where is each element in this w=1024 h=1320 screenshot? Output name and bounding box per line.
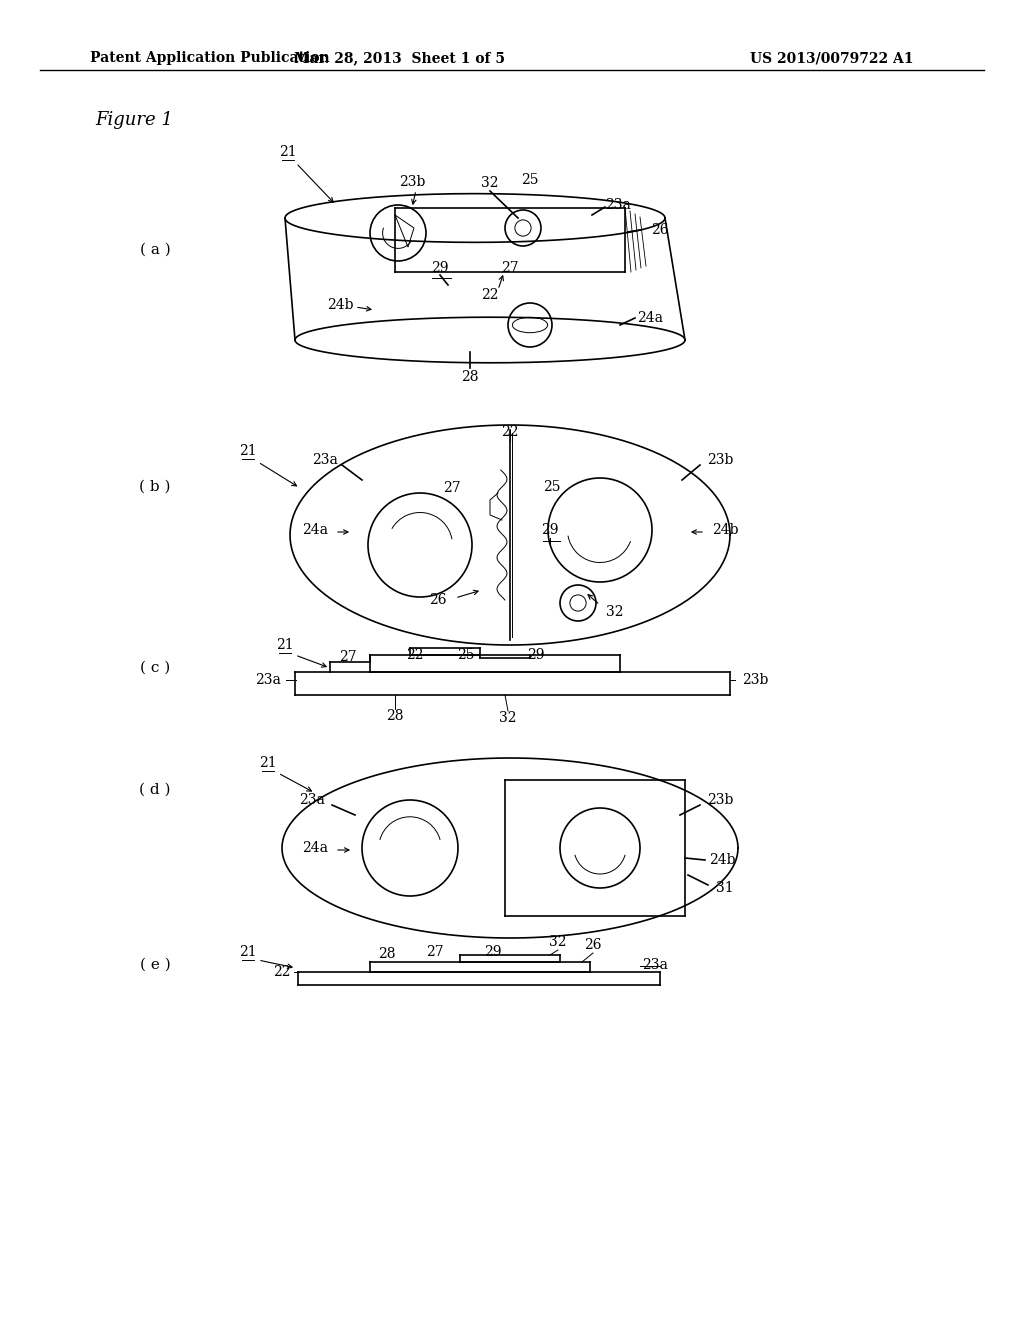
- Text: 26: 26: [651, 223, 669, 238]
- Text: 27: 27: [501, 261, 519, 275]
- Text: 23a: 23a: [605, 198, 631, 213]
- Text: 26: 26: [585, 939, 602, 952]
- Text: 24b: 24b: [327, 298, 353, 312]
- Text: 29: 29: [542, 523, 559, 537]
- Text: 24b: 24b: [709, 853, 735, 867]
- Text: 21: 21: [240, 945, 257, 960]
- Text: 28: 28: [461, 370, 479, 384]
- Text: ( d ): ( d ): [139, 783, 171, 797]
- Text: 23a: 23a: [299, 793, 325, 807]
- Text: 28: 28: [386, 709, 403, 723]
- Text: 23b: 23b: [398, 176, 425, 189]
- Text: 32: 32: [549, 935, 566, 949]
- Text: ( a ): ( a ): [139, 243, 170, 257]
- Text: 23b: 23b: [707, 793, 733, 807]
- Text: 31: 31: [716, 880, 734, 895]
- Text: 24a: 24a: [302, 523, 328, 537]
- Text: US 2013/0079722 A1: US 2013/0079722 A1: [750, 51, 913, 65]
- Text: 25: 25: [544, 480, 561, 494]
- Text: 26: 26: [429, 593, 446, 607]
- Text: 22: 22: [407, 648, 424, 663]
- Text: ( e ): ( e ): [139, 958, 170, 972]
- Text: 25: 25: [458, 648, 475, 663]
- Text: 23a: 23a: [642, 958, 668, 972]
- Text: Mar. 28, 2013  Sheet 1 of 5: Mar. 28, 2013 Sheet 1 of 5: [295, 51, 506, 65]
- Text: 28: 28: [378, 946, 395, 961]
- Text: 22: 22: [502, 425, 519, 440]
- Text: Figure 1: Figure 1: [95, 111, 173, 129]
- Text: 32: 32: [481, 176, 499, 190]
- Text: 29: 29: [431, 261, 449, 275]
- Text: ( b ): ( b ): [139, 480, 171, 494]
- Text: 27: 27: [426, 945, 443, 960]
- Text: 32: 32: [500, 711, 517, 725]
- Text: 24b: 24b: [712, 523, 738, 537]
- Text: 21: 21: [259, 756, 276, 770]
- Text: 21: 21: [240, 444, 257, 458]
- Text: 25: 25: [521, 173, 539, 187]
- Text: 22: 22: [481, 288, 499, 302]
- Text: 22: 22: [273, 965, 291, 979]
- Text: 27: 27: [339, 649, 356, 664]
- Text: 32: 32: [606, 605, 624, 619]
- Text: 24a: 24a: [637, 312, 663, 325]
- Text: 23b: 23b: [707, 453, 733, 467]
- Text: ( c ): ( c ): [140, 661, 170, 675]
- Text: 21: 21: [276, 638, 294, 652]
- Text: 29: 29: [484, 945, 502, 960]
- Text: 27: 27: [443, 480, 461, 495]
- Text: 23b: 23b: [741, 673, 768, 686]
- Text: 24a: 24a: [302, 841, 328, 855]
- Text: Patent Application Publication: Patent Application Publication: [90, 51, 330, 65]
- Text: 23a: 23a: [255, 673, 281, 686]
- Text: 21: 21: [280, 145, 297, 158]
- Text: 29: 29: [527, 648, 545, 663]
- Text: 23a: 23a: [312, 453, 338, 467]
